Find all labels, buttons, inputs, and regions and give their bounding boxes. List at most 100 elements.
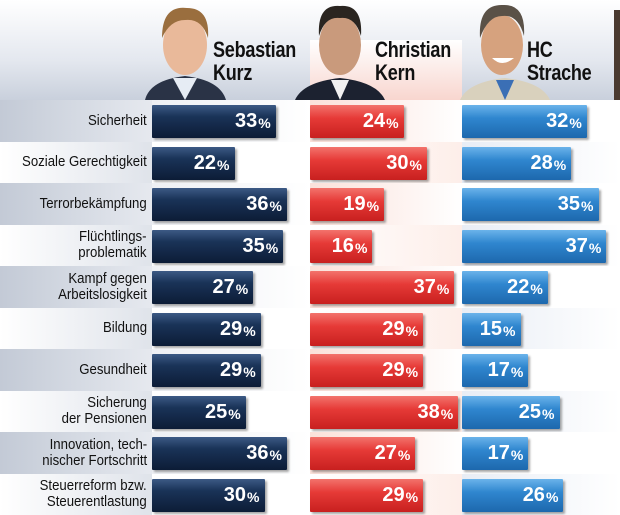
percent-sign: % (217, 157, 229, 173)
data-label: 33 (235, 110, 257, 133)
percent-sign: % (511, 364, 523, 380)
data-label: 29 (382, 359, 404, 382)
data-label: 29 (382, 318, 404, 341)
data-label: 35 (558, 193, 580, 216)
bar-christian-kern: 38% (310, 396, 458, 429)
percent-sign: % (243, 323, 255, 339)
bar-hc-strache: 28% (462, 147, 571, 180)
data-label: 27 (213, 276, 235, 299)
data-label: 35 (243, 235, 265, 258)
percent-sign: % (266, 240, 278, 256)
percent-sign: % (554, 157, 566, 173)
data-label: 17 (488, 442, 510, 465)
bar-christian-kern: 24% (310, 105, 404, 138)
fourth-candidate-photo-partial (610, 0, 620, 100)
data-label: 37 (566, 235, 588, 258)
data-label: 27 (375, 442, 397, 465)
bar-sebastian-kurz: 22% (152, 147, 235, 180)
bar-sebastian-kurz: 33% (152, 105, 276, 138)
bar-hc-strache: 37% (462, 230, 606, 263)
bar-hc-strache: 26% (462, 479, 563, 512)
percent-sign: % (511, 447, 523, 463)
category-label: Soziale Gerechtigkeit (0, 142, 152, 184)
percent-sign: % (243, 364, 255, 380)
data-label: 38 (417, 401, 439, 424)
bar-sebastian-kurz: 35% (152, 230, 283, 263)
data-label: 25 (519, 401, 541, 424)
percent-sign: % (503, 323, 515, 339)
percent-sign: % (367, 198, 379, 214)
bar-hc-strache: 35% (462, 188, 599, 221)
percent-sign: % (258, 115, 270, 131)
data-label: 19 (343, 193, 365, 216)
bar-hc-strache: 25% (462, 396, 560, 429)
percent-sign: % (406, 489, 418, 505)
bar-sebastian-kurz: 36% (152, 437, 287, 470)
bar-christian-kern: 16% (310, 230, 372, 263)
category-label: Innovation, tech-nischer Fortschritt (0, 432, 152, 474)
percent-sign: % (236, 281, 248, 297)
percent-sign: % (410, 157, 422, 173)
data-label: 30 (224, 484, 246, 507)
percent-sign: % (437, 281, 449, 297)
data-label: 15 (480, 318, 502, 341)
bar-hc-strache: 17% (462, 354, 528, 387)
bar-christian-kern: 29% (310, 479, 423, 512)
percent-sign: % (542, 406, 554, 422)
bar-hc-strache: 15% (462, 313, 521, 346)
bar-hc-strache: 32% (462, 105, 587, 138)
data-label: 29 (220, 318, 242, 341)
percent-sign: % (530, 281, 542, 297)
bar-christian-kern: 29% (310, 354, 423, 387)
bar-sebastian-kurz: 29% (152, 354, 261, 387)
percent-sign: % (569, 115, 581, 131)
data-label: 22 (507, 276, 529, 299)
category-label: Sicherheit (0, 100, 152, 142)
kern-photo (295, 0, 385, 100)
bar-sebastian-kurz: 29% (152, 313, 261, 346)
data-label: 30 (386, 152, 408, 175)
percent-sign: % (589, 240, 601, 256)
percent-sign: % (247, 489, 259, 505)
data-label: 24 (363, 110, 385, 133)
category-label: Terrorbekämpfung (0, 183, 152, 225)
data-label: 32 (546, 110, 568, 133)
percent-sign: % (398, 447, 410, 463)
bar-hc-strache: 17% (462, 437, 528, 470)
category-label: Flüchtlings-problematik (0, 225, 152, 267)
percent-sign: % (228, 406, 240, 422)
data-label: 28 (530, 152, 552, 175)
bar-christian-kern: 29% (310, 313, 423, 346)
percent-sign: % (581, 198, 593, 214)
percent-sign: % (441, 406, 453, 422)
percent-sign: % (546, 489, 558, 505)
bar-christian-kern: 37% (310, 271, 454, 304)
bar-sebastian-kurz: 36% (152, 188, 287, 221)
bar-christian-kern: 27% (310, 437, 415, 470)
data-label: 36 (246, 193, 268, 216)
percent-sign: % (386, 115, 398, 131)
data-label: 26 (523, 484, 545, 507)
percent-sign: % (270, 198, 282, 214)
data-label: 36 (246, 442, 268, 465)
data-label: 17 (488, 359, 510, 382)
data-label: 37 (414, 276, 436, 299)
bar-christian-kern: 19% (310, 188, 384, 221)
category-label: Gesundheit (0, 349, 152, 391)
percent-sign: % (406, 323, 418, 339)
bar-sebastian-kurz: 25% (152, 396, 246, 429)
bar-hc-strache: 22% (462, 271, 548, 304)
